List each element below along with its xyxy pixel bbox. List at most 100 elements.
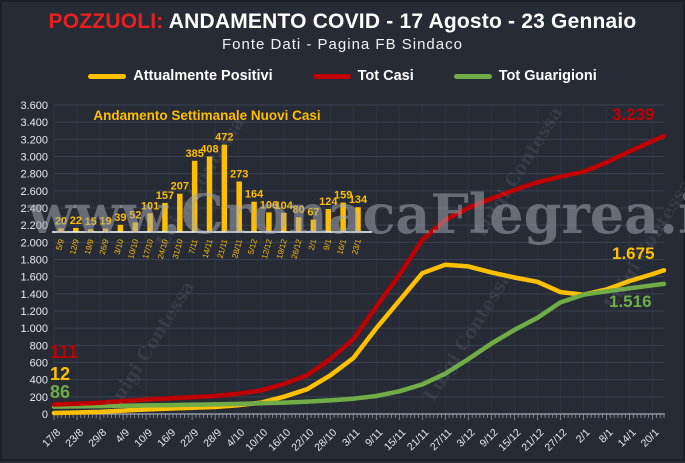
- inset-bar-date: 5/9: [54, 238, 66, 252]
- svg-text:16/9: 16/9: [155, 427, 178, 450]
- inset-bar: [310, 219, 317, 232]
- svg-text:3.200: 3.200: [20, 134, 48, 146]
- inset-bar-value: 15: [85, 216, 97, 228]
- x-axis-labels: 17/8 23/8 29/8 4/9 10/9 16/9 22/9 28/9 4/1010/10…: [40, 427, 662, 454]
- inset-bar-date: 19/9: [83, 238, 96, 256]
- inset-bar-date: 26/12: [290, 238, 304, 260]
- title-city: POZZUOLI:: [48, 10, 164, 33]
- title-text: ANDAMENTO COVID - 17 Agosto - 23 Gennaio: [168, 10, 637, 33]
- svg-text:3.000: 3.000: [20, 152, 48, 164]
- inset-bar-date: 17/10: [141, 238, 155, 260]
- inset-bar: [177, 193, 183, 232]
- svg-text:29/8: 29/8: [86, 427, 109, 450]
- inset-bar: [236, 181, 242, 232]
- inset-bar-date: 19/12: [275, 238, 289, 260]
- start-value-label: 12: [50, 364, 71, 384]
- inset-bar-value: 52: [129, 209, 141, 221]
- svg-text:1.400: 1.400: [20, 289, 48, 301]
- legend-item-0: Attualmente Positivi: [88, 68, 273, 84]
- inset-bar-date: 14/11: [201, 238, 215, 260]
- inset-bar: [221, 144, 228, 232]
- svg-text:2.800: 2.800: [20, 169, 48, 181]
- inset-bar: [102, 228, 109, 232]
- svg-text:28/10: 28/10: [312, 427, 339, 454]
- inset-bar-value: 157: [156, 190, 174, 202]
- inset-bar-value: 134: [349, 194, 368, 206]
- end-value-label: 3.239: [612, 105, 655, 124]
- inset-bar: [251, 201, 257, 232]
- inset-bar-date: 10/10: [126, 238, 140, 260]
- inset-bar-value: 159: [334, 190, 352, 202]
- inset-bar-value: 39: [114, 212, 126, 224]
- svg-text:21/12: 21/12: [519, 427, 546, 454]
- inset-bar-date: 9/1: [322, 238, 334, 252]
- series-line-2: [51, 281, 667, 409]
- inset-bar: [295, 217, 302, 232]
- inset-bar-date: 21/11: [216, 238, 230, 260]
- svg-text:3/11: 3/11: [340, 427, 362, 449]
- inset-bar: [325, 209, 332, 232]
- page-subtitle: Fonte Dati - Pagina FB Sindaco: [222, 36, 463, 53]
- legend-item-1: Tot Casi: [312, 68, 414, 84]
- inset-bar-value: 104: [275, 200, 294, 212]
- inset-bar-value: 22: [70, 215, 82, 227]
- legend-label: Attualmente Positivi: [133, 68, 273, 84]
- svg-text:23/8: 23/8: [63, 427, 86, 450]
- inset-bar: [191, 160, 198, 232]
- legend-swatch-icon: [453, 73, 492, 79]
- start-value-label: 111: [50, 342, 79, 362]
- inset-bar-date: 26/9: [98, 238, 111, 256]
- legend-swatch-icon: [88, 73, 127, 79]
- inset-bar-value: 207: [171, 181, 189, 193]
- inset-bar-date: 24/10: [156, 238, 170, 260]
- series-line-1: [51, 133, 667, 407]
- svg-text:2.400: 2.400: [20, 203, 48, 215]
- inset-bar-date: 2/1: [307, 238, 319, 252]
- svg-text:2.000: 2.000: [20, 237, 48, 249]
- page-title: POZZUOLI: ANDAMENTO COVID - 17 Agosto - …: [2, 10, 683, 34]
- svg-text:28/9: 28/9: [201, 427, 224, 450]
- inset-bar: [58, 228, 64, 232]
- svg-text:3.600: 3.600: [20, 100, 48, 112]
- svg-text:2.200: 2.200: [20, 220, 48, 232]
- inset-bar-chart: Andamento Settimanale Nuovi Casi205/9221…: [52, 108, 372, 260]
- series-lines: [51, 133, 667, 416]
- end-value-label: 1.516: [609, 292, 652, 311]
- inset-bar: [87, 229, 94, 232]
- svg-text:3/12: 3/12: [455, 427, 478, 450]
- svg-text:20/1: 20/1: [639, 427, 662, 450]
- svg-text:600: 600: [30, 358, 48, 370]
- legend-swatch-icon: [312, 73, 351, 79]
- svg-text:10/10: 10/10: [243, 427, 270, 454]
- y-axis-labels: 0 200 400 600 800 1.000 1.200 1.400 1.600 1.800 2.…: [20, 100, 48, 421]
- inset-bar-date: 5/12: [246, 238, 259, 256]
- inset-bar-date: 23/1: [350, 238, 363, 256]
- inset-bar: [132, 222, 138, 232]
- main-chart-svg: 0 200 400 600 800 1.000 1.200 1.400 1.600 1.800 2.…: [20, 100, 667, 454]
- svg-text:Andamento Settimanale Nuovi Ca: Andamento Settimanale Nuovi Casi: [93, 108, 320, 123]
- inset-bar: [281, 212, 287, 232]
- svg-text:14/1: 14/1: [616, 427, 639, 450]
- end-value-label: 1.675: [612, 244, 655, 263]
- inset-bar-value: 80: [292, 204, 304, 216]
- inset-bar-date: 12/12: [260, 238, 274, 260]
- svg-text:22/10: 22/10: [289, 427, 316, 454]
- inset-bar-value: 124: [319, 196, 338, 208]
- svg-text:2.600: 2.600: [20, 186, 48, 198]
- svg-text:4/9: 4/9: [113, 427, 132, 446]
- svg-text:16/10: 16/10: [266, 427, 293, 454]
- svg-text:15/11: 15/11: [382, 427, 409, 454]
- svg-text:3.400: 3.400: [20, 117, 48, 129]
- svg-text:10/9: 10/9: [132, 427, 155, 450]
- svg-text:200: 200: [30, 392, 48, 404]
- inset-bar: [206, 156, 213, 232]
- inset-bar-value: 273: [230, 168, 248, 180]
- svg-text:1.800: 1.800: [20, 255, 48, 267]
- inset-bar-value: 19: [99, 215, 111, 227]
- inset-bar: [266, 212, 272, 232]
- inset-bar-value: 164: [245, 189, 264, 201]
- inset-bar-date: 16/1: [335, 238, 348, 256]
- svg-text:17/8: 17/8: [40, 427, 63, 450]
- inset-bar-value: 472: [215, 132, 233, 144]
